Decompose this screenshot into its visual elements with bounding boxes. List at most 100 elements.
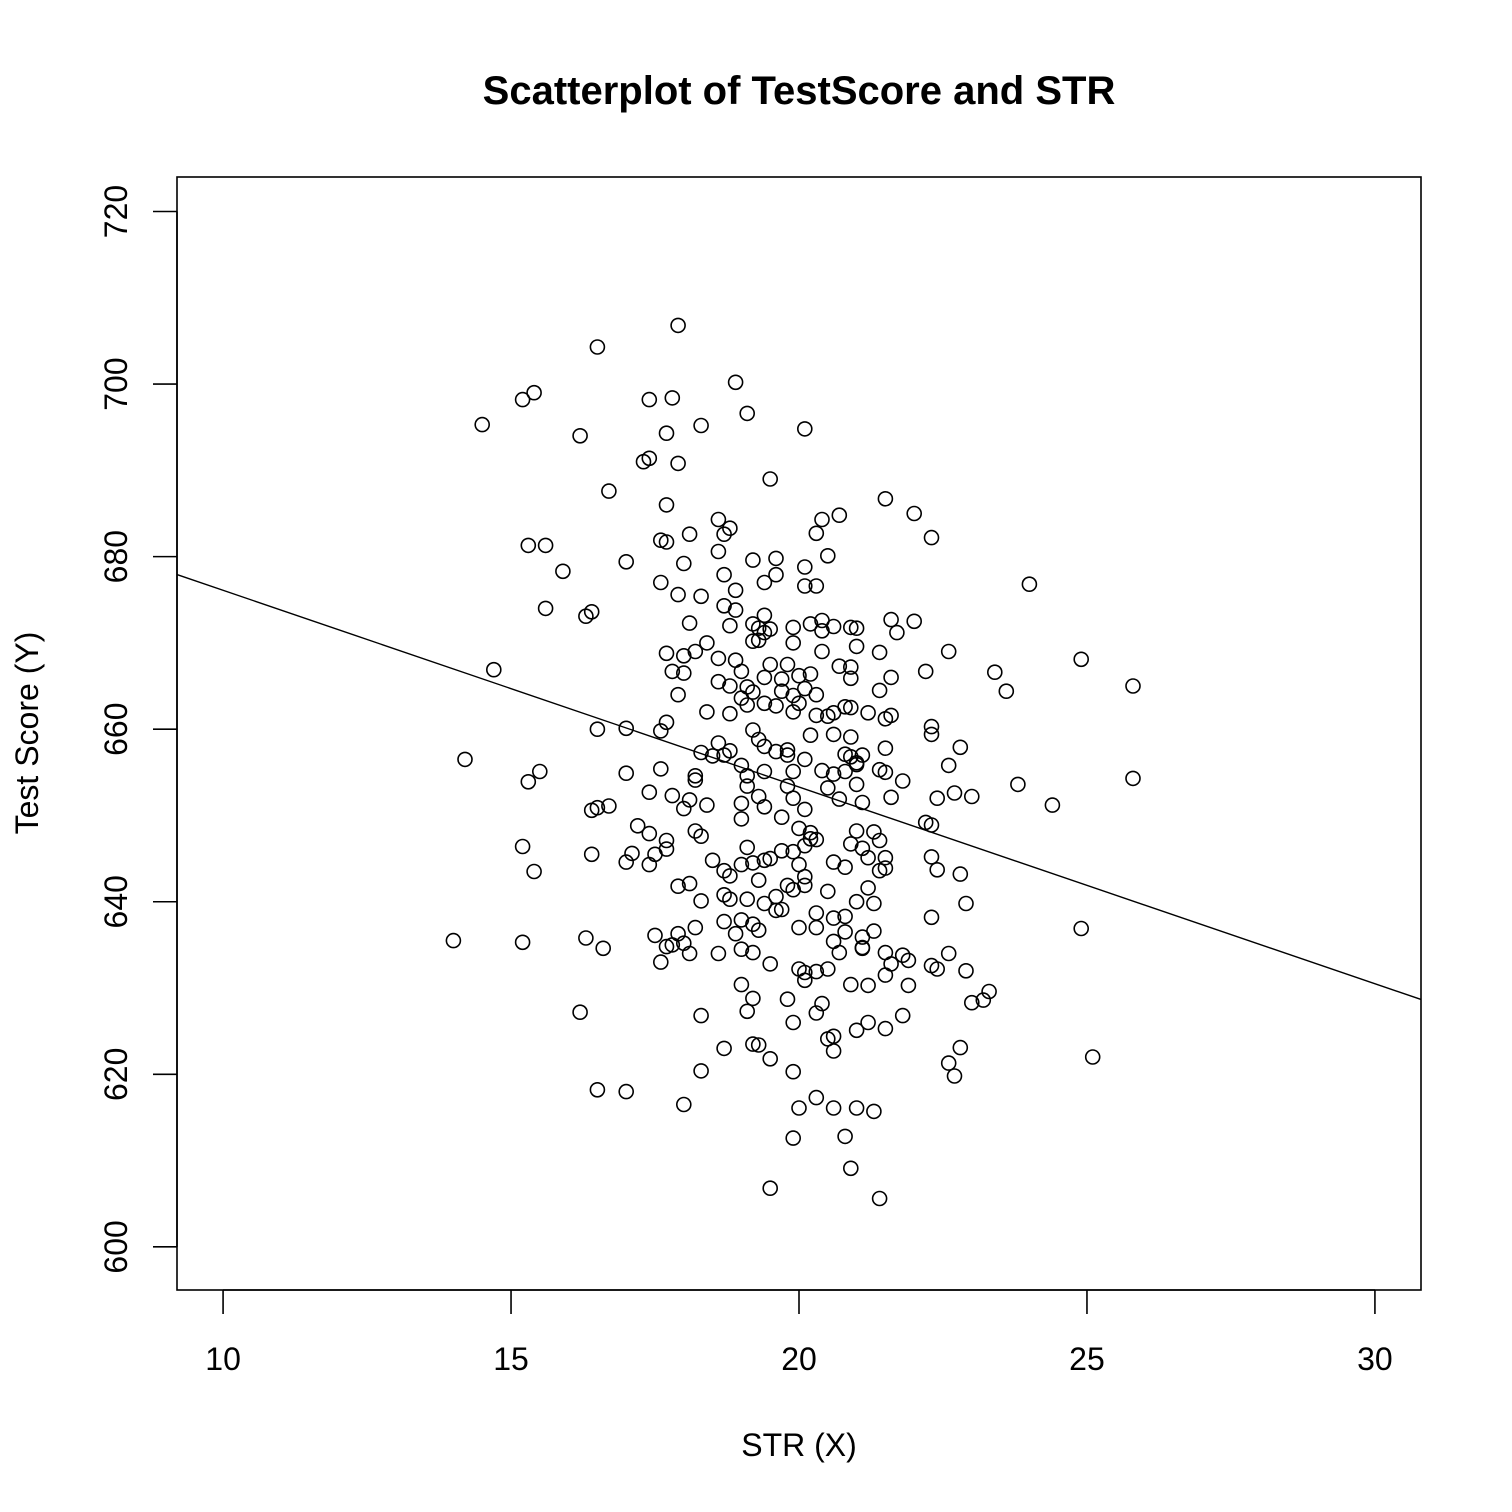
data-point bbox=[681, 875, 698, 892]
data-point bbox=[952, 739, 969, 756]
data-point bbox=[681, 792, 698, 808]
data-point bbox=[837, 908, 853, 925]
data-point bbox=[629, 817, 646, 834]
data-point bbox=[986, 664, 1003, 681]
data-point bbox=[808, 963, 825, 980]
data-point bbox=[618, 720, 635, 737]
data-point bbox=[687, 772, 704, 788]
data-point bbox=[670, 686, 686, 703]
data-point bbox=[785, 704, 802, 720]
data-point bbox=[871, 1190, 888, 1207]
data-point bbox=[923, 726, 940, 743]
data-point bbox=[762, 471, 779, 487]
data-point bbox=[618, 854, 635, 870]
data-point bbox=[923, 718, 940, 735]
data-point bbox=[756, 669, 773, 686]
data-point bbox=[877, 849, 894, 866]
data-point bbox=[681, 945, 698, 962]
data-point bbox=[871, 682, 888, 699]
data-point bbox=[814, 762, 830, 779]
data-point bbox=[785, 687, 802, 704]
data-point bbox=[745, 1036, 761, 1052]
data-point bbox=[762, 1051, 779, 1067]
data-point bbox=[699, 635, 715, 651]
data-point bbox=[733, 811, 750, 827]
data-point bbox=[791, 1100, 807, 1116]
data-point bbox=[664, 663, 681, 680]
data-point bbox=[819, 883, 836, 900]
data-point bbox=[693, 417, 709, 434]
data-point bbox=[681, 615, 698, 631]
data-point bbox=[837, 763, 853, 780]
data-point bbox=[722, 617, 738, 634]
data-point bbox=[693, 588, 709, 605]
data-point bbox=[848, 638, 865, 655]
data-point bbox=[808, 1089, 825, 1106]
data-point bbox=[796, 877, 813, 894]
data-point bbox=[658, 938, 675, 955]
data-point bbox=[652, 574, 669, 591]
data-point bbox=[785, 790, 802, 807]
data-point bbox=[1021, 576, 1038, 593]
data-point bbox=[814, 511, 830, 528]
data-point bbox=[670, 455, 686, 472]
data-point bbox=[791, 695, 807, 712]
data-point bbox=[704, 852, 721, 869]
data-point bbox=[572, 427, 588, 444]
data-point bbox=[722, 705, 738, 722]
x-tick-label: 30 bbox=[1357, 1341, 1393, 1377]
data-point bbox=[842, 659, 859, 675]
data-point bbox=[750, 872, 767, 889]
data-point bbox=[1044, 797, 1061, 813]
data-point bbox=[658, 841, 675, 857]
x-tick-label: 20 bbox=[781, 1341, 817, 1377]
data-point bbox=[675, 555, 692, 572]
data-point bbox=[641, 450, 658, 467]
data-point bbox=[750, 922, 767, 939]
data-points bbox=[445, 317, 1141, 1207]
data-point bbox=[906, 613, 923, 630]
data-point bbox=[808, 919, 825, 936]
data-point bbox=[866, 895, 882, 912]
data-point bbox=[601, 483, 617, 499]
data-point bbox=[716, 913, 732, 930]
data-point bbox=[871, 832, 888, 849]
x-tick-label: 15 bbox=[493, 1341, 529, 1377]
data-point bbox=[940, 757, 957, 774]
data-point bbox=[675, 1096, 692, 1113]
data-point bbox=[808, 1005, 825, 1021]
data-point bbox=[457, 751, 473, 768]
regression-line bbox=[176, 573, 1422, 1001]
data-point bbox=[929, 790, 946, 807]
data-point bbox=[555, 563, 571, 580]
data-point bbox=[750, 632, 767, 649]
data-point bbox=[842, 670, 859, 687]
data-point bbox=[825, 766, 842, 782]
data-point bbox=[808, 578, 825, 594]
data-point bbox=[727, 374, 744, 391]
data-point bbox=[1084, 1049, 1101, 1065]
data-point bbox=[1073, 920, 1089, 937]
data-point bbox=[693, 744, 709, 761]
data-point bbox=[802, 666, 819, 682]
x-axis-label: STR (X) bbox=[741, 1427, 857, 1463]
data-point bbox=[860, 704, 876, 721]
data-point bbox=[681, 526, 698, 543]
y-tick-label: 600 bbox=[98, 1220, 134, 1273]
data-point bbox=[940, 1055, 957, 1071]
data-point bbox=[796, 559, 813, 575]
x-axis: 10 15 20 25 30 bbox=[205, 1289, 1393, 1377]
data-point bbox=[589, 1082, 606, 1098]
data-point bbox=[756, 574, 773, 591]
data-point bbox=[727, 925, 744, 942]
data-point bbox=[860, 977, 876, 994]
data-point bbox=[900, 977, 917, 994]
data-point bbox=[894, 1007, 911, 1024]
data-point bbox=[779, 656, 796, 673]
y-tick-label: 620 bbox=[98, 1048, 134, 1101]
data-point bbox=[733, 795, 750, 812]
data-point bbox=[848, 776, 865, 793]
data-point bbox=[670, 586, 686, 603]
data-point bbox=[814, 643, 830, 660]
data-point bbox=[842, 619, 859, 636]
